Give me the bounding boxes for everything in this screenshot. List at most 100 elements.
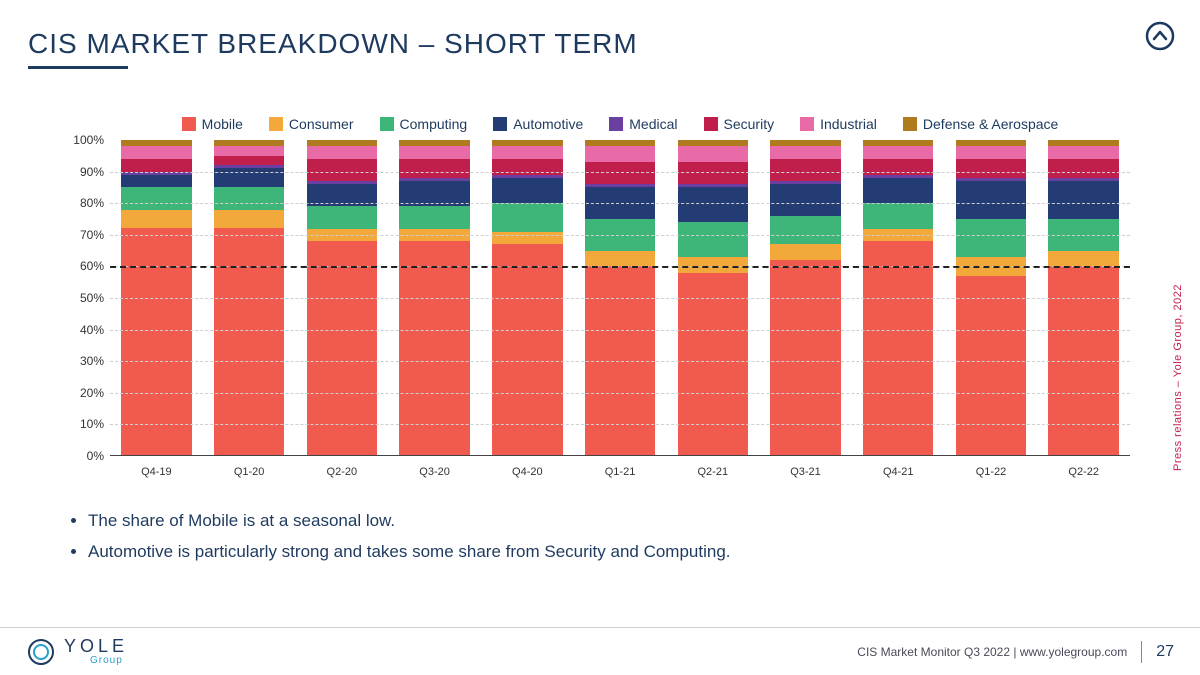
- legend-swatch: [903, 117, 917, 131]
- x-tick-label: Q4-20: [481, 466, 574, 478]
- slide-title: CIS MARKET BREAKDOWN – SHORT TERM: [28, 28, 638, 60]
- footer-right: CIS Market Monitor Q3 2022 | www.yolegro…: [857, 641, 1174, 663]
- gridline: [110, 393, 1130, 394]
- x-axis-line: [110, 455, 1130, 456]
- gridline: [110, 330, 1130, 331]
- y-tick-label: 20%: [80, 386, 104, 400]
- title-underline: [28, 66, 128, 69]
- bar-segment: [585, 162, 655, 184]
- y-tick-label: 40%: [80, 323, 104, 337]
- bar-segment: [863, 203, 933, 228]
- logo-main: YOLE: [64, 637, 128, 655]
- icon-chevron: [1154, 32, 1166, 39]
- bar-segment: [214, 146, 284, 155]
- legend-item: Mobile: [182, 116, 243, 132]
- legend-swatch: [380, 117, 394, 131]
- bar-segment: [585, 251, 655, 267]
- bar-segment: [307, 206, 377, 228]
- legend-label: Automotive: [513, 116, 583, 132]
- x-tick-label: Q4-19: [110, 466, 203, 478]
- legend-item: Industrial: [800, 116, 877, 132]
- y-tick-label: 80%: [80, 196, 104, 210]
- bar-segment: [121, 228, 191, 456]
- bar-segment: [214, 210, 284, 229]
- y-tick-label: 30%: [80, 354, 104, 368]
- bar-segment: [678, 162, 748, 184]
- bar-segment: [585, 146, 655, 162]
- bar-segment: [770, 184, 840, 216]
- bar-segment: [678, 146, 748, 162]
- bar-segment: [956, 159, 1026, 178]
- x-tick-label: Q1-20: [203, 466, 296, 478]
- bullet-item: The share of Mobile is at a seasonal low…: [88, 506, 1120, 537]
- gridline: [110, 235, 1130, 236]
- legend-item: Security: [704, 116, 775, 132]
- legend-label: Consumer: [289, 116, 354, 132]
- bar-segment: [770, 216, 840, 244]
- bar-segment: [1048, 159, 1118, 178]
- legend-swatch: [493, 117, 507, 131]
- bar-segment: [678, 257, 748, 273]
- chevron-up-circle-icon: [1144, 20, 1176, 52]
- y-tick-label: 0%: [87, 449, 104, 463]
- bar-segment: [307, 159, 377, 181]
- bar-segment: [492, 203, 562, 231]
- legend-item: Computing: [380, 116, 468, 132]
- legend-item: Consumer: [269, 116, 354, 132]
- legend-swatch: [269, 117, 283, 131]
- logo-text: YOLE Group: [64, 637, 128, 666]
- bar-segment: [956, 146, 1026, 159]
- x-tick-label: Q2-22: [1037, 466, 1130, 478]
- bar-segment: [863, 146, 933, 159]
- bar-segment: [121, 175, 191, 188]
- legend-label: Computing: [400, 116, 468, 132]
- gridline: [110, 361, 1130, 362]
- x-tick-label: Q1-21: [574, 466, 667, 478]
- legend-swatch: [704, 117, 718, 131]
- logo: YOLE Group: [26, 637, 128, 667]
- logo-icon: [26, 637, 56, 667]
- bullet-list: The share of Mobile is at a seasonal low…: [70, 506, 1120, 567]
- y-tick-label: 100%: [73, 133, 104, 147]
- bar-segment: [214, 187, 284, 209]
- bar-segment: [678, 222, 748, 257]
- bar-segment: [121, 159, 191, 172]
- y-tick-label: 60%: [80, 259, 104, 273]
- legend-swatch: [800, 117, 814, 131]
- stacked-bar-chart: 0%10%20%30%40%50%60%70%80%90%100% Q4-19Q…: [60, 140, 1130, 480]
- gridline: [110, 298, 1130, 299]
- y-tick-label: 50%: [80, 291, 104, 305]
- bar-segment: [956, 181, 1026, 219]
- bar-segment: [956, 219, 1026, 257]
- x-tick-label: Q1-22: [945, 466, 1038, 478]
- legend-item: Automotive: [493, 116, 583, 132]
- bar-segment: [307, 146, 377, 159]
- legend-swatch: [182, 117, 196, 131]
- bullet-item: Automotive is particularly strong and ta…: [88, 537, 1120, 568]
- reference-line: [110, 266, 1130, 268]
- legend-swatch: [609, 117, 623, 131]
- bar-segment: [770, 146, 840, 159]
- x-tick-label: Q2-20: [295, 466, 388, 478]
- bar-segment: [399, 159, 469, 178]
- footer-source: CIS Market Monitor Q3 2022 | www.yolegro…: [857, 645, 1127, 659]
- y-axis: 0%10%20%30%40%50%60%70%80%90%100%: [60, 140, 110, 456]
- bar-segment: [1048, 146, 1118, 159]
- bar-segment: [770, 159, 840, 181]
- side-attribution-text: Press relations – Yole Group, 2022: [1172, 284, 1184, 471]
- gridline: [110, 203, 1130, 204]
- bar-segment: [399, 206, 469, 228]
- side-attribution: Press relations – Yole Group, 2022: [1170, 200, 1186, 555]
- bar-segment: [399, 146, 469, 159]
- x-tick-label: Q2-21: [666, 466, 759, 478]
- chart-legend: MobileConsumerComputingAutomotiveMedical…: [130, 116, 1110, 132]
- bar-segment: [214, 228, 284, 456]
- bar-segment: [121, 187, 191, 209]
- legend-label: Security: [724, 116, 775, 132]
- legend-label: Defense & Aerospace: [923, 116, 1058, 132]
- page-number: 27: [1156, 643, 1174, 661]
- bar-segment: [1048, 251, 1118, 267]
- bar-segment: [678, 273, 748, 456]
- bar-segment: [770, 244, 840, 260]
- footer-separator: [1141, 641, 1142, 663]
